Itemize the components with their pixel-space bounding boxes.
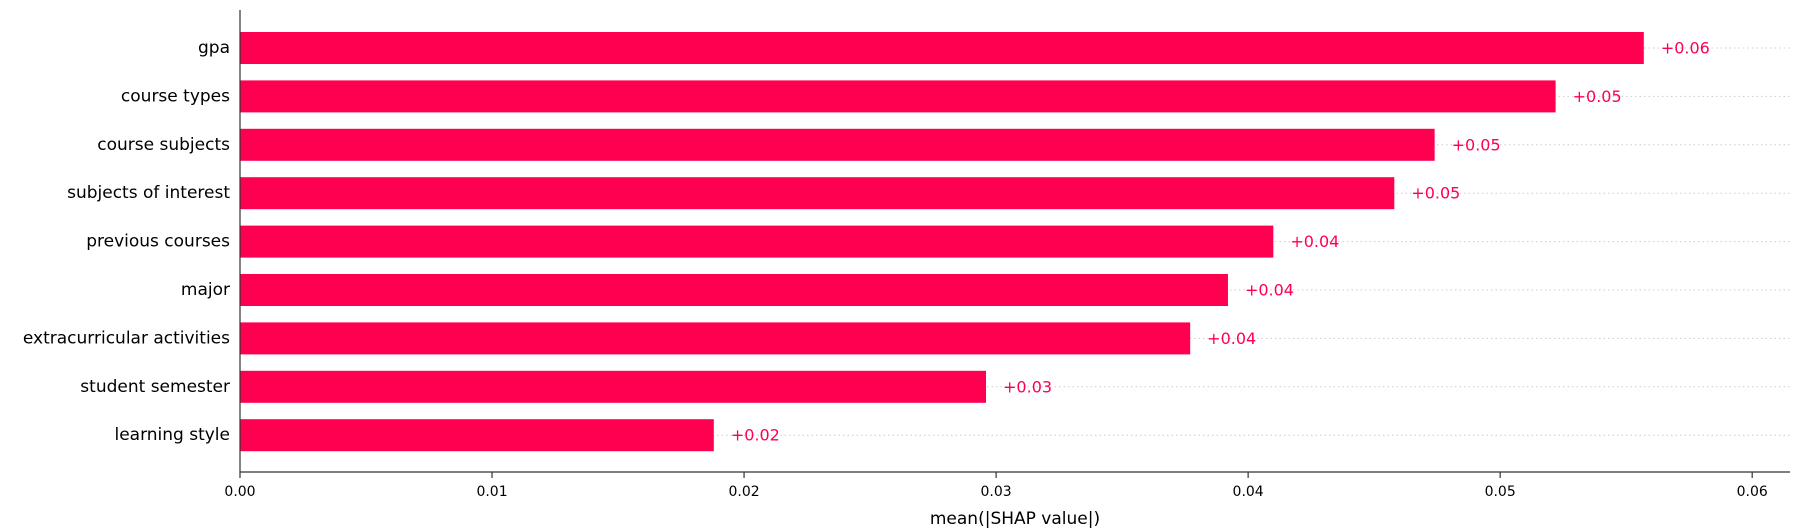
value-label: +0.04 — [1245, 281, 1294, 300]
value-label: +0.04 — [1290, 232, 1339, 251]
category-label: previous courses — [86, 232, 230, 252]
bar — [240, 274, 1228, 306]
value-labels: +0.06 +0.05 +0.05 +0.05 +0.04 +0.04 +0.04 +0.03… — [731, 39, 1710, 445]
x-tick-label: 0.05 — [1485, 484, 1516, 500]
bar — [240, 370, 987, 403]
value-label: +0.05 — [1573, 87, 1622, 106]
x-tick-label: 0.04 — [1233, 484, 1264, 500]
bar — [240, 128, 1435, 161]
category-label: major — [181, 280, 230, 300]
x-tick-label: 0.01 — [476, 484, 507, 500]
x-tick-label: 0.06 — [1737, 484, 1768, 500]
category-label: extracurricular activities — [23, 328, 230, 348]
x-tick-label: 0.00 — [224, 484, 255, 500]
x-ticks: 0.00 0.01 0.02 0.03 0.04 0.05 0.06 — [224, 472, 1768, 500]
bar — [240, 177, 1395, 210]
category-label: gpa — [198, 38, 230, 58]
value-label: +0.02 — [731, 426, 780, 445]
bar — [240, 322, 1191, 355]
x-axis-title: mean(|SHAP value|) — [930, 509, 1100, 529]
category-label: course types — [121, 86, 230, 106]
value-label: +0.03 — [1003, 377, 1052, 396]
value-label: +0.06 — [1661, 39, 1710, 58]
category-label: subjects of interest — [67, 183, 230, 203]
value-label: +0.04 — [1207, 329, 1256, 348]
category-labels: gpa course types course subjects subjects o… — [23, 38, 230, 445]
value-label: +0.05 — [1411, 184, 1460, 203]
category-label: learning style — [114, 425, 230, 445]
category-label: course subjects — [97, 135, 230, 155]
bar — [240, 80, 1556, 113]
bar — [240, 32, 1644, 64]
bar — [240, 419, 714, 452]
x-tick-label: 0.03 — [981, 484, 1012, 500]
x-tick-label: 0.02 — [728, 484, 759, 500]
bar — [240, 225, 1274, 258]
bars-group — [240, 32, 1644, 452]
category-label: student semester — [80, 377, 230, 397]
value-label: +0.05 — [1452, 135, 1501, 154]
